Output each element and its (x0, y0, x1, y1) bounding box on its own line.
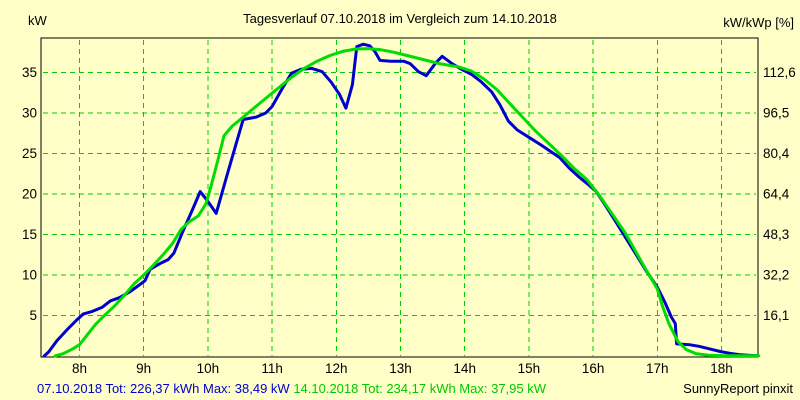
x-axis-tick-16h: 16h (582, 361, 605, 376)
y-axis-tick-left-10: 10 (22, 268, 37, 283)
y-axis-tick-right-10: 32,2 (763, 268, 789, 283)
y-axis-tick-right-15: 48,3 (763, 227, 789, 242)
watermark-text: SunnyReport pinxit (683, 381, 793, 396)
footer-series2-summary: 14.10.2018 Tot: 234,17 kWh Max: 37,95 kW (293, 381, 546, 396)
y-axis-unit-label: kW (28, 13, 47, 28)
y-axis-tick-left-30: 30 (22, 106, 37, 121)
series-line-07.10.2018 (42, 42, 759, 358)
y-axis-tick-right-35: 112,6 (763, 65, 796, 80)
chart-title: Tagesverlauf 07.10.2018 im Vergleich zum… (243, 11, 557, 26)
y-axis-tick-right-20: 64,4 (763, 187, 790, 202)
footer-series1-summary: 07.10.2018 Tot: 226,37 kWh Max: 38,49 kW (37, 381, 290, 396)
y-axis-tick-left-25: 25 (22, 146, 37, 161)
x-axis-tick-15h: 15h (518, 361, 541, 376)
series-line-14.10.2018 (53, 47, 761, 358)
x-axis-tick-11h: 11h (261, 361, 283, 376)
x-axis-tick-9h: 9h (136, 361, 151, 376)
y-axis-tick-right-30: 96,5 (763, 106, 789, 121)
y-axis-tick-left-15: 15 (22, 227, 37, 242)
x-axis-tick-12h: 12h (325, 361, 348, 376)
y-axis-tick-right-25: 80,4 (763, 146, 790, 161)
x-axis-tick-8h: 8h (72, 361, 87, 376)
y-axis-tick-left-35: 35 (22, 65, 37, 80)
footer-summary: 07.10.2018 Tot: 226,37 kWh Max: 38,49 kW… (37, 381, 546, 396)
x-axis-tick-18h: 18h (710, 361, 733, 376)
plot-border (40, 37, 759, 358)
x-axis-tick-17h: 17h (646, 361, 669, 376)
x-axis-tick-14h: 14h (453, 361, 476, 376)
x-axis-tick-10h: 10h (197, 361, 220, 376)
y-axis-tick-right-5: 16,1 (763, 308, 789, 323)
x-axis-tick-13h: 13h (389, 361, 412, 376)
y-axis-tick-left-5: 5 (29, 308, 37, 323)
right-axis-unit-label: kW/kWp [%] (723, 15, 794, 30)
y-axis-tick-left-20: 20 (22, 187, 37, 202)
